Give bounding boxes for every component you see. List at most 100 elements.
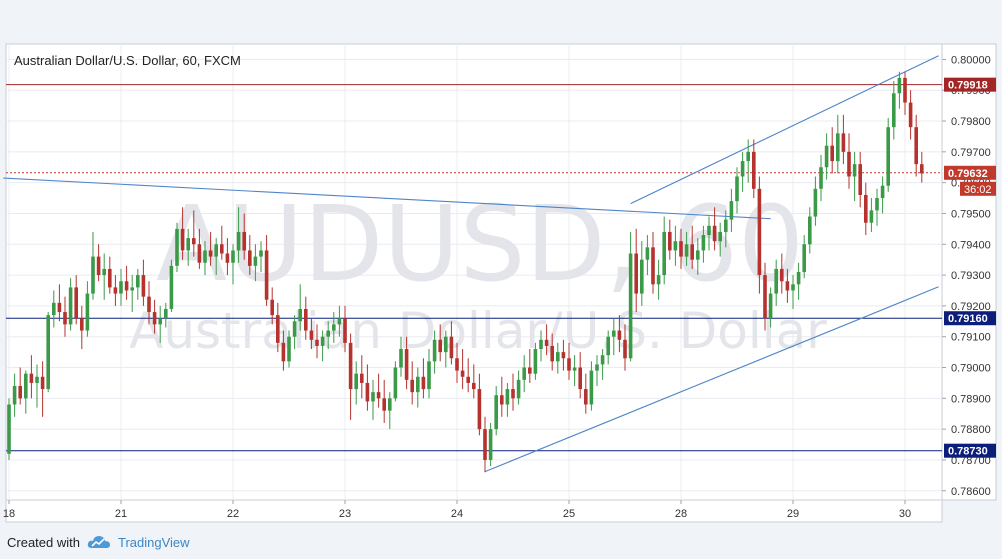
x-tick-label: 22 [227,508,239,520]
price-chart[interactable]: AUDUSD, 60 Australian Dollar/U.S. Dollar… [0,0,1002,528]
candle-body [85,293,90,331]
candle-body [684,244,689,257]
candle-body [785,281,790,291]
price-tag [944,165,996,180]
y-tick-label: 0.79400 [951,239,991,251]
candle-body [80,318,84,331]
candle-body [824,145,829,168]
candle-body [735,176,739,202]
candle-body [886,127,890,186]
candle-body [763,275,767,319]
candle-body [270,299,274,316]
candle-body [29,373,34,383]
price-tags: 0.79918 0.79160 0.78730 0.79632 36:02 [944,77,996,458]
candle-body [847,151,851,177]
candle-body [584,389,588,405]
price-tag [944,443,996,458]
candle-body [382,398,386,411]
candle-body [287,336,291,362]
candle-body [561,352,566,359]
candle-body [304,308,308,331]
candle-body [63,312,67,325]
price-tag-label: 0.79632 [948,168,988,180]
candle-body [718,231,722,242]
candle-body [819,167,823,189]
candle-body [158,318,162,325]
candle-body [147,296,151,313]
candle-body [124,281,129,291]
candle-body [141,275,146,297]
candle-body [628,253,633,359]
y-tick-label: 0.78800 [951,424,991,436]
y-tick-label: 0.78700 [951,455,991,467]
candle-body [852,164,857,177]
y-tick-label: 0.79000 [951,363,991,375]
y-tick-label: 0.78900 [951,393,991,405]
x-tick-label: 30 [899,508,911,520]
candle-body [556,352,560,362]
candle-body [634,253,638,294]
y-tick-label: 0.79500 [951,208,991,220]
candle-body [914,127,918,165]
candle-body [757,188,762,276]
candle-body [376,392,381,399]
candle-body [388,398,392,411]
candle-body [740,161,745,177]
candle-body [533,349,538,374]
x-tick-label: 23 [339,508,351,520]
candle-body [589,370,594,405]
candle-body [791,284,795,291]
candle-body [7,404,11,454]
x-tick-label: 25 [563,508,575,520]
candle-body [438,339,442,353]
candle-body [488,429,493,460]
candle-body [214,244,218,257]
tradingview-link[interactable]: TradingView [118,535,190,550]
y-tick-label: 0.80000 [951,54,991,66]
tradingview-cloud-icon[interactable] [87,534,111,550]
time-axis [5,499,943,523]
y-tick-label: 0.79300 [951,270,991,282]
candle-body [444,336,448,353]
candle-body [640,259,644,294]
x-tick-label: 18 [3,508,15,520]
candle-body [707,225,711,236]
y-tick-label: 0.79700 [951,147,991,159]
candle-body [404,349,409,380]
candle-body [68,287,73,325]
candle-body [623,339,627,359]
footer: Created with TradingView [0,528,1002,559]
candle-body [136,275,140,288]
candle-body [175,228,179,266]
candle-body [57,302,62,313]
candle-body [102,268,106,276]
created-with-label: Created with [7,535,80,550]
candle-body [371,392,375,402]
price-tag [944,77,996,92]
candle-body [494,395,498,430]
candles [7,71,924,473]
y-tick-label: 0.79200 [951,301,991,313]
candle-body [186,238,190,251]
candle-body [220,244,224,254]
candle-body [768,293,773,319]
candle-body [875,198,879,211]
candle-body [500,395,504,405]
candle-body [399,349,403,368]
candle-body [264,250,269,300]
candle-body [612,330,616,337]
candle-body [690,244,694,260]
candle-body [903,77,907,103]
candle-body [808,216,812,245]
candle-body [259,250,263,257]
candle-body [393,367,398,399]
candle-body [96,256,101,276]
candle-body [46,315,50,390]
candle-body [729,201,734,220]
candle-body [483,429,487,460]
candle-body [673,241,678,251]
candle-body [656,275,661,285]
x-tick-label: 29 [787,508,799,520]
candle-body [35,376,39,383]
candle-body [897,77,902,94]
